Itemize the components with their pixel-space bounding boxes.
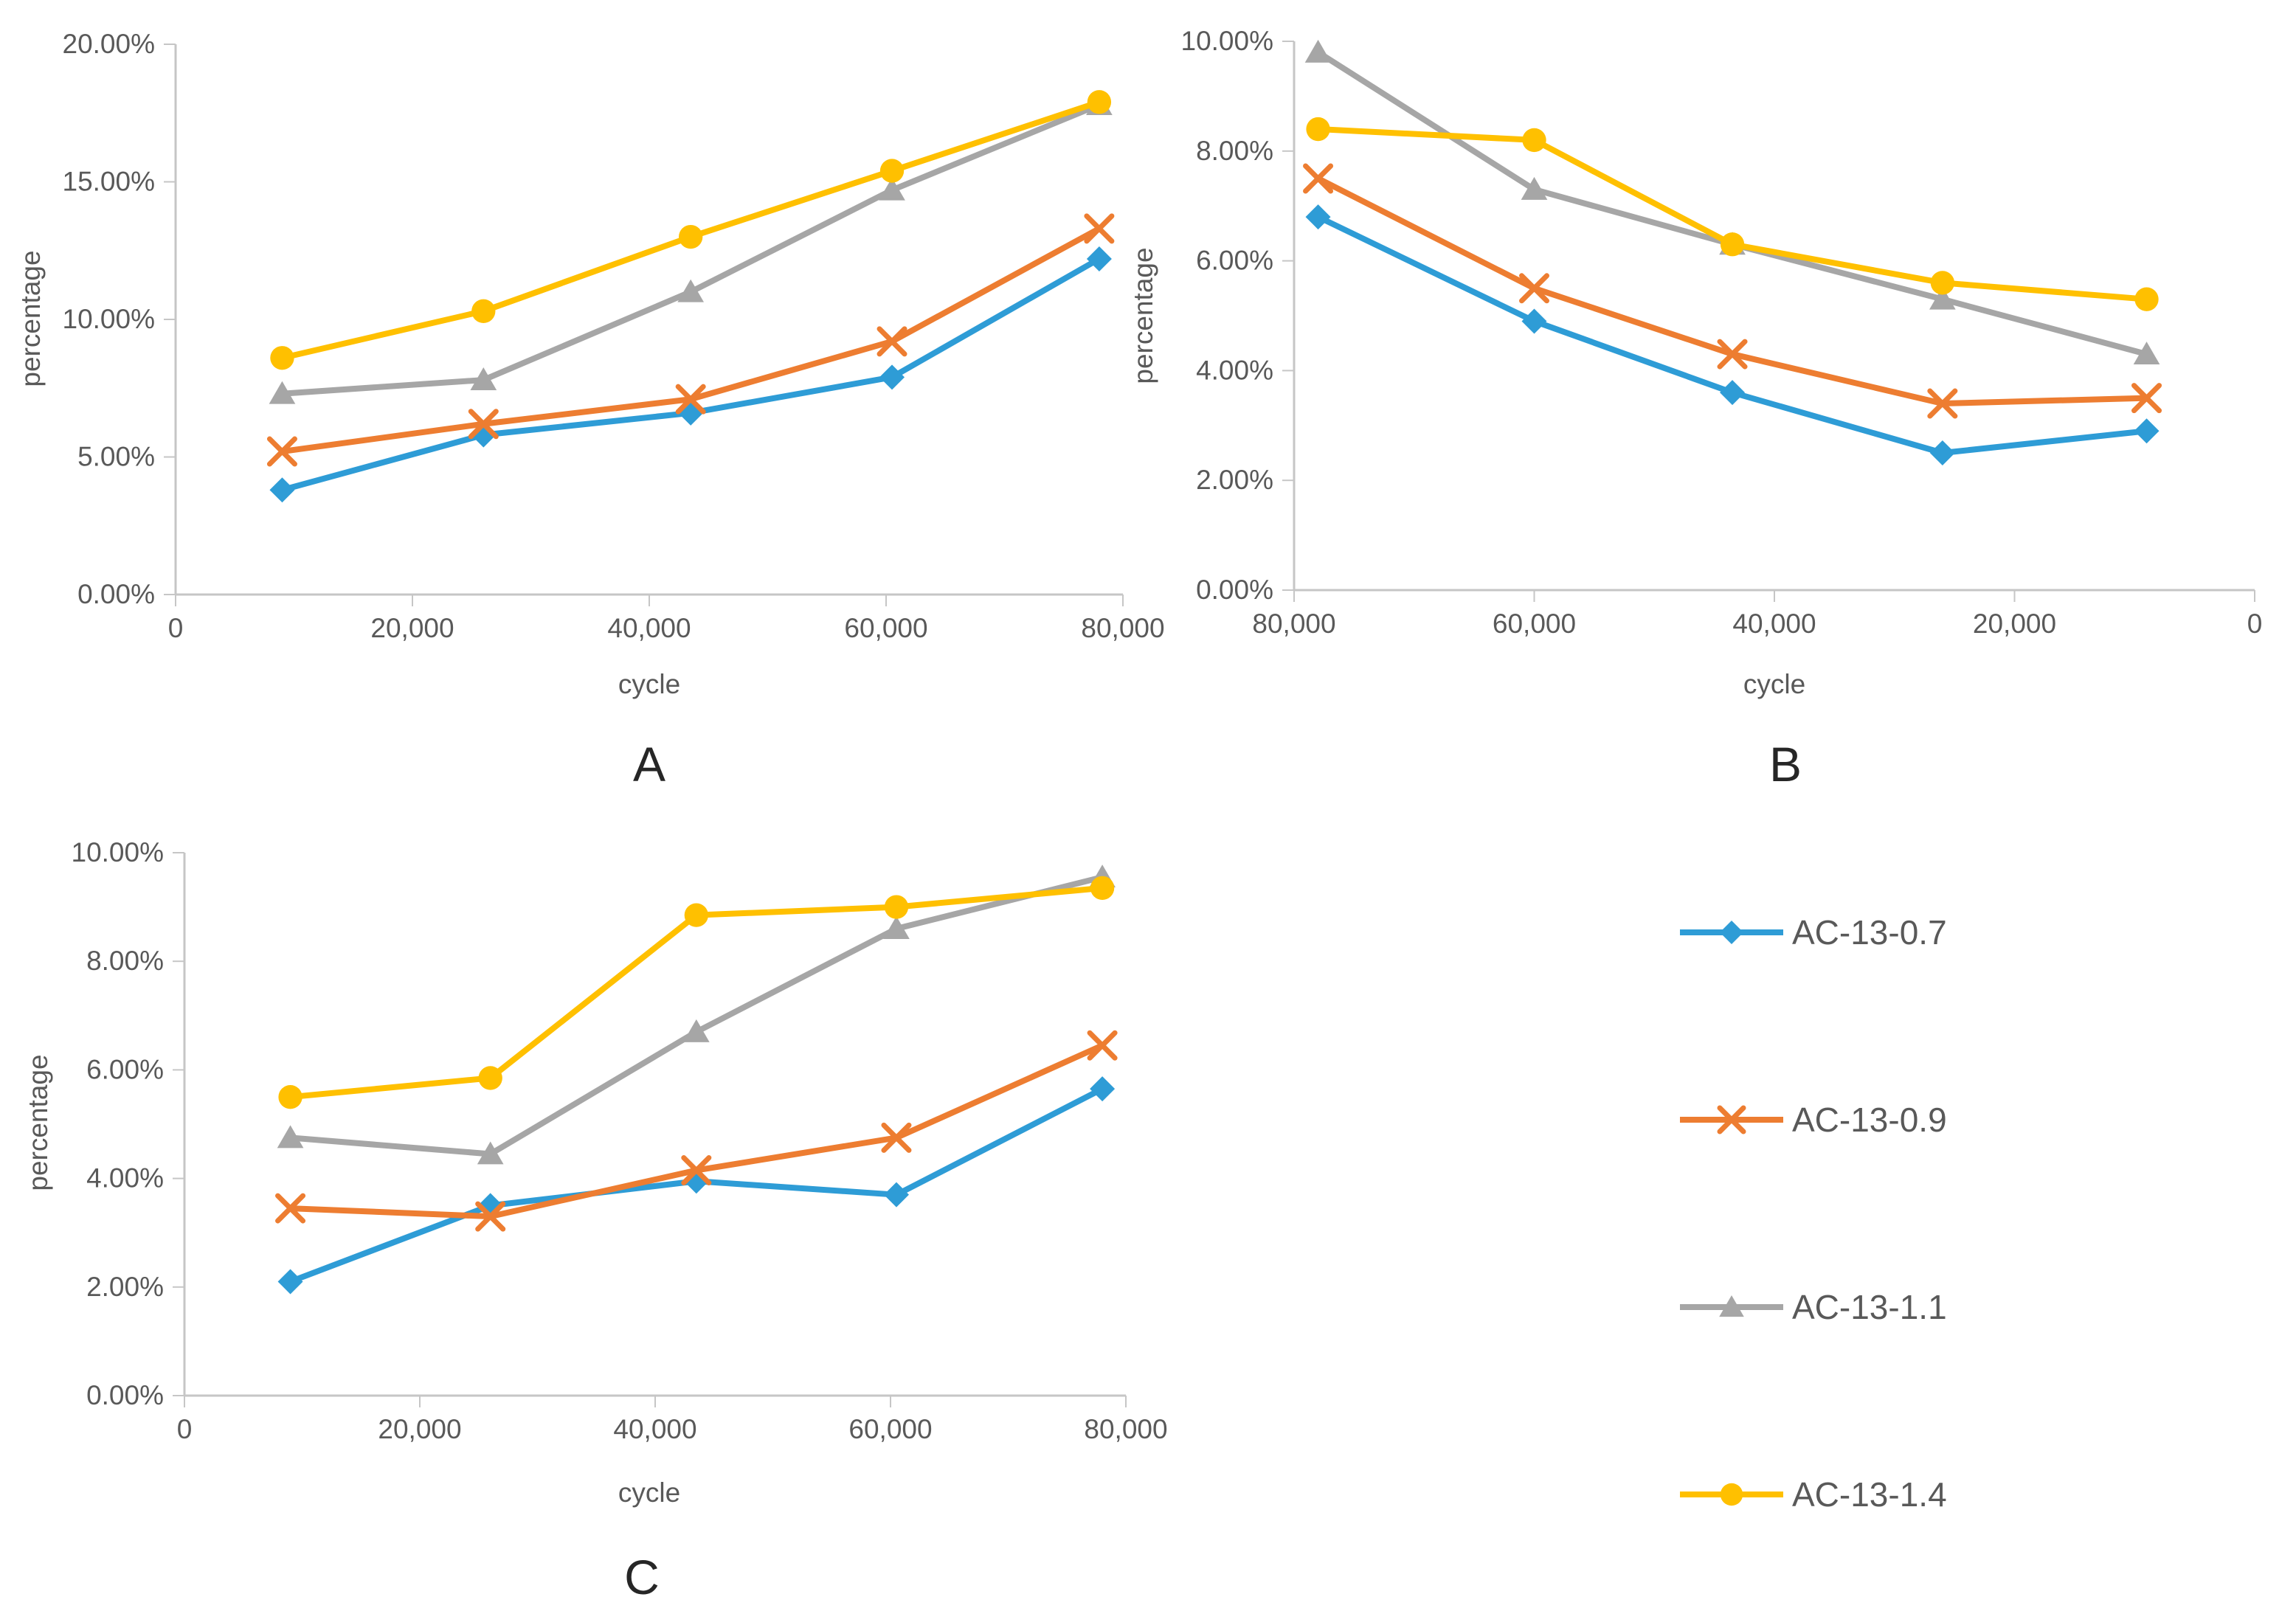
legend-label-ac-13-1-4: AC-13-1.4 [1792,1475,1947,1514]
chart-a-panel-label: A [632,737,666,791]
y-tick-label: 4.00% [1196,355,1273,385]
y-tick-label: 6.00% [86,1054,164,1084]
y-tick-label: 0.00% [86,1380,164,1410]
x-tick-label: 20,000 [1973,609,2056,639]
y-tick-label: 15.00% [63,167,156,197]
series-ac-13-1.4 [1306,117,2159,311]
chart-c-panel-label: C [624,1550,660,1604]
legend-item-ac-13-1-1: AC-13-1.1 [1678,1285,1947,1329]
y-tick-label: 8.00% [1196,136,1273,166]
x-tick-label: 80,000 [1252,609,1335,639]
x-tick-label: 60,000 [848,1414,932,1444]
legend-marker-circle-icon [1680,1483,1783,1506]
x-tick-label: 20,000 [370,613,454,643]
x-tick-label: 0 [168,613,184,643]
x-tick-label: 60,000 [1493,609,1576,639]
legend-marker-x-icon [1680,1105,1783,1134]
legend-marker-diamond-icon [1680,921,1783,944]
y-tick-label: 5.00% [77,442,155,472]
y-tick-label: 0.00% [77,579,155,609]
y-tick-label: 10.00% [72,837,165,867]
x-tick-label: 40,000 [613,1414,696,1444]
x-tick-label: 80,000 [1081,613,1164,643]
series-ac-13-1.4 [270,90,1112,370]
legend-label-ac-13-0-7: AC-13-0.7 [1792,913,1947,952]
chart-b: 0.00% 2.00% 4.00% 6.00% 8.00% 10.00% 80,000 60,… [1181,26,2263,639]
chart-c-x-axis-title: cycle [618,1477,681,1508]
chart-c-y-axis-title: percentage [23,1054,53,1191]
y-tick-label: 10.00% [1181,26,1274,56]
x-tick-label: 40,000 [607,613,691,643]
legend-item-ac-13-0-9: AC-13-0.9 [1678,1098,1947,1142]
series-ac-13-1.1 [1304,39,2160,365]
chart-b-x-axis-title: cycle [1743,669,1806,699]
series-ac-13-0.7 [277,1076,1116,1295]
legend-item-ac-13-1-4: AC-13-1.4 [1678,1472,1947,1517]
x-tick-label: 20,000 [378,1414,461,1444]
series-ac-13-1.4 [278,876,1115,1109]
chart-a-x-axis-title: cycle [618,669,681,699]
chart-a: 0.00% 5.00% 10.00% 15.00% 20.00% 0 20,000 40,00… [63,29,1165,643]
x-tick-label: 80,000 [1084,1414,1167,1444]
x-tick-label: 40,000 [1732,609,1816,639]
legend: AC-13-0.7 AC-13-0.9 AC-13-1.1 AC-13-1.4 [1678,910,1947,1517]
series-ac-13-1.1 [277,865,1116,1165]
x-tick-label: 0 [177,1414,193,1444]
legend-label-ac-13-1-1: AC-13-1.1 [1792,1288,1947,1326]
y-tick-label: 6.00% [1196,246,1273,276]
series-ac-13-0.9 [266,213,1115,467]
x-tick-label: 0 [2247,609,2263,639]
y-tick-label: 10.00% [63,304,156,334]
y-tick-label: 0.00% [1196,575,1273,605]
legend-label-ac-13-0-9: AC-13-0.9 [1792,1101,1947,1139]
y-tick-label: 2.00% [1196,465,1273,495]
legend-item-ac-13-0-7: AC-13-0.7 [1678,910,1947,955]
chart-b-panel-label: B [1768,737,1802,791]
x-tick-label: 60,000 [844,613,927,643]
series-ac-13-0.9 [1303,163,2162,419]
chart-c: 0.00% 2.00% 4.00% 6.00% 8.00% 10.00% 0 20,000 40… [72,837,1168,1444]
series-ac-13-0.7 [1305,204,2160,465]
y-tick-label: 2.00% [86,1272,164,1302]
series-ac-13-0.7 [269,246,1112,503]
chart-b-y-axis-title: percentage [1128,247,1158,384]
y-tick-label: 4.00% [86,1163,164,1193]
chart-a-y-axis-title: percentage [15,250,46,387]
y-tick-label: 20.00% [63,29,156,59]
y-tick-label: 8.00% [86,946,164,976]
legend-marker-triangle-icon [1680,1295,1783,1317]
series-ac-13-0.9 [275,1030,1118,1232]
